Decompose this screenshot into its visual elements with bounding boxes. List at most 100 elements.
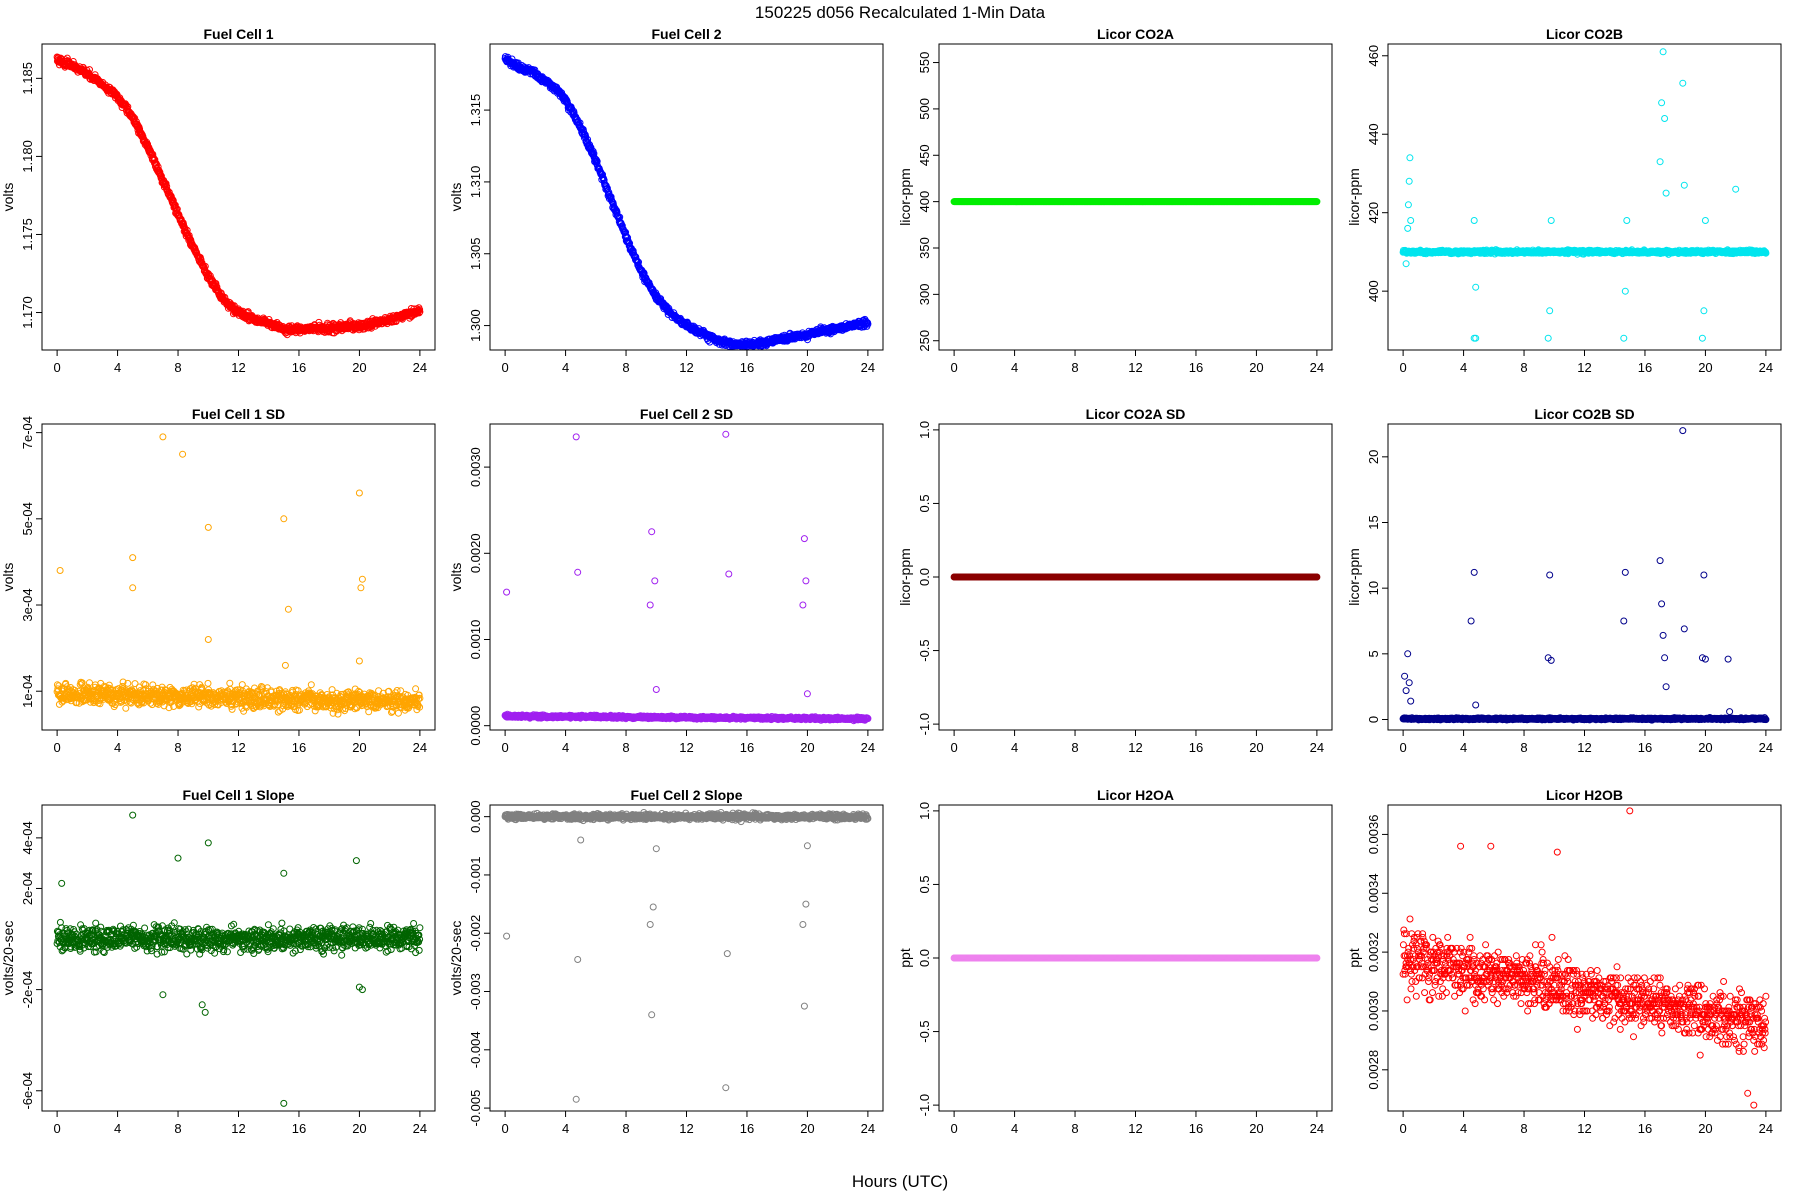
data-point (1658, 99, 1666, 107)
panel-title: Fuel Cell 2 (651, 26, 721, 42)
panel-title: Licor CO2B (1546, 26, 1623, 42)
y-axis-label: licor-ppm (897, 168, 913, 226)
x-tick-label: 8 (174, 360, 181, 375)
data-point (1700, 307, 1708, 315)
data-point (125, 108, 133, 115)
data-point (307, 681, 315, 689)
panel-title: Licor CO2A (1097, 26, 1174, 42)
y-tick-label: 1.180 (20, 140, 35, 173)
data-point (1406, 154, 1414, 162)
data-point (1620, 334, 1628, 342)
y-tick-label: 440 (1366, 123, 1381, 145)
panel-title: Fuel Cell 1 (203, 26, 273, 42)
figure-title: 150225 d056 Recalculated 1-Min Data (755, 3, 1046, 22)
chart-panel-r0c0: Fuel Cell 1 volts 0 4 8 12 16 20 24 1.170 1.175 1.1… (0, 26, 436, 375)
data-point (212, 280, 220, 287)
data-point (1623, 217, 1631, 224)
data-point (171, 201, 179, 209)
x-tick-label: 4 (114, 360, 121, 375)
data-point (1405, 177, 1413, 185)
y-tick-label: 1.185 (20, 62, 35, 95)
x-tick-label: 16 (740, 360, 754, 375)
y-tick-label: 500 (917, 98, 932, 120)
data-point (226, 679, 234, 687)
y-tick-label: 400 (917, 191, 932, 213)
data-point (1679, 79, 1687, 87)
data-point (1404, 224, 1412, 232)
data-point (1547, 217, 1555, 224)
data-point (1732, 185, 1740, 193)
x-tick-label: 0 (501, 360, 508, 375)
x-tick-label: 12 (679, 360, 693, 375)
data-series (1399, 48, 1770, 342)
data-series (950, 198, 1321, 206)
y-axis-label: licor-ppm (1346, 168, 1362, 226)
data-series (53, 433, 424, 718)
x-tick-label: 4 (1011, 360, 1018, 375)
plot-frame (938, 43, 1333, 351)
y-tick-label: 1.305 (468, 237, 483, 270)
y-tick-label: 1.310 (468, 166, 483, 199)
y-tick-label: 460 (1366, 45, 1381, 67)
data-series (53, 53, 424, 339)
x-tick-label: 24 (861, 360, 875, 375)
y-axis-label: volts (0, 183, 16, 212)
y-tick-label: 400 (1366, 280, 1381, 302)
x-tick-label: 0 (53, 360, 60, 375)
y-tick-label: 350 (917, 237, 932, 259)
y-axis-label: volts (0, 563, 16, 592)
panel-grid: Fuel Cell 1 volts 0 4 8 12 16 20 24 1.170 1.175 1.1… (0, 26, 1782, 1136)
y-tick-label: 250 (917, 330, 932, 352)
data-point (1680, 181, 1688, 189)
x-tick-label: 4 (1460, 360, 1467, 375)
data-point (1544, 334, 1552, 342)
data-point (1404, 201, 1412, 209)
data-point (1407, 217, 1415, 224)
x-tick-label: 20 (352, 360, 366, 375)
x-tick-label: 24 (1310, 360, 1324, 375)
plot-frame (41, 43, 436, 351)
x-tick-label: 24 (413, 360, 427, 375)
y-tick-label: 550 (917, 52, 932, 74)
x-tick-label: 20 (1249, 360, 1263, 375)
x-tick-label: 8 (1071, 360, 1078, 375)
data-point (204, 679, 212, 687)
y-tick-label: 300 (917, 284, 932, 306)
data-point (1472, 283, 1480, 291)
x-axis-label: Hours (UTC) (852, 1172, 948, 1191)
data-point (221, 293, 229, 301)
x-tick-label: 8 (1520, 360, 1527, 375)
x-tick-label: 20 (1698, 360, 1712, 375)
y-axis-label: volts (448, 183, 464, 212)
data-point (185, 232, 193, 239)
data-point (164, 187, 172, 195)
y-tick-label: 420 (1366, 202, 1381, 224)
data-point (165, 188, 173, 196)
x-tick-label: 12 (231, 360, 245, 375)
data-point (1621, 287, 1629, 295)
data-point (1470, 217, 1478, 224)
data-point (1698, 334, 1706, 342)
data-point (1661, 115, 1669, 122)
x-tick-label: 12 (1128, 360, 1142, 375)
data-point (1546, 307, 1554, 315)
data-point (1659, 48, 1667, 56)
data-point (213, 283, 221, 291)
plot-frame (1387, 43, 1782, 351)
panel-title: Fuel Cell 1 SD (192, 406, 285, 422)
data-point (1402, 260, 1410, 268)
y-tick-label: 450 (917, 144, 932, 166)
data-point (163, 182, 171, 190)
y-tick-label: 1.175 (20, 218, 35, 251)
data-point (1701, 217, 1709, 224)
y-tick-label: 1.170 (20, 296, 35, 329)
x-tick-label: 0 (950, 360, 957, 375)
x-tick-label: 4 (562, 360, 569, 375)
x-tick-label: 16 (292, 360, 306, 375)
x-tick-label: 16 (1638, 360, 1652, 375)
